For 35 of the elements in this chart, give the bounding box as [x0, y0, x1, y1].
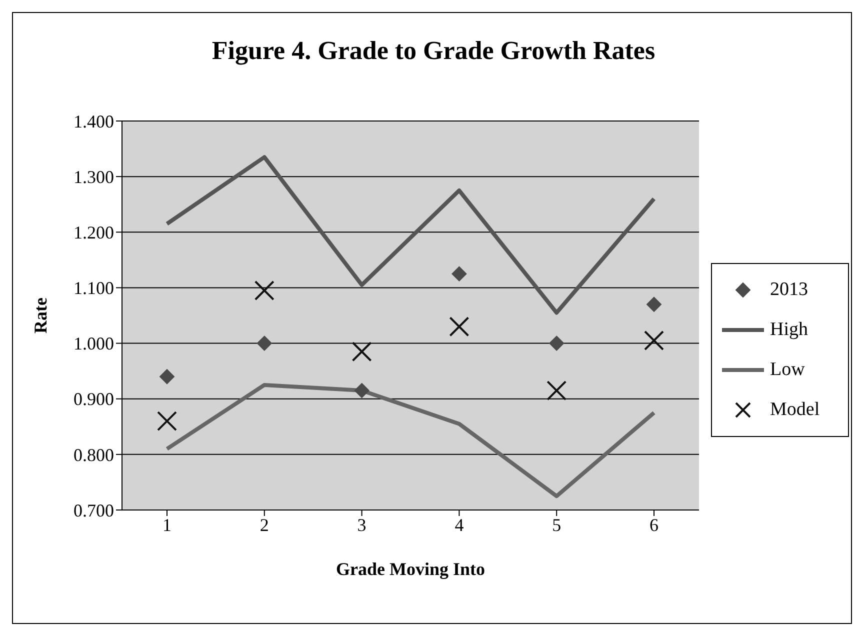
point — [644, 330, 664, 351]
point — [160, 369, 174, 384]
point — [254, 280, 274, 300]
line-series — [165, 382, 656, 498]
legend-label: 2013 — [770, 279, 808, 301]
x-tick-label: 6 — [650, 514, 658, 535]
y-tick-label: 1.100 — [74, 278, 114, 298]
legend-label: Model — [770, 399, 820, 421]
y-tick-label: 1.200 — [74, 222, 114, 243]
point — [352, 342, 372, 362]
chart-title: Figure 4. Grade to Grade Growth Rates — [210, 36, 656, 66]
y-tick-label: 0.700 — [74, 500, 114, 520]
y-tick-label: 0.800 — [74, 444, 114, 465]
point — [157, 411, 177, 432]
point — [549, 336, 564, 351]
y-tick-label: 1.400 — [74, 111, 114, 132]
y-tick-label: 1.300 — [74, 166, 114, 187]
x-tick-label: 3 — [357, 514, 366, 535]
point — [256, 336, 272, 351]
y-tick-label: 0.900 — [74, 389, 114, 410]
x-tick-label: 2 — [260, 514, 269, 535]
point — [452, 266, 467, 282]
point — [449, 316, 470, 337]
y-axis-title: Rate — [30, 298, 50, 334]
point — [646, 296, 662, 312]
x-axis-title: Grade Moving Into — [336, 559, 486, 579]
point — [546, 380, 567, 401]
line-series — [165, 155, 656, 315]
legend-label: Low — [770, 359, 805, 381]
x-tick-label: 4 — [454, 514, 464, 535]
y-tick-label: 1.000 — [74, 334, 114, 354]
x-tick-label: 1 — [162, 514, 172, 535]
x-tick-label: 5 — [552, 514, 562, 535]
legend-label: High — [770, 319, 808, 341]
point — [354, 383, 370, 398]
